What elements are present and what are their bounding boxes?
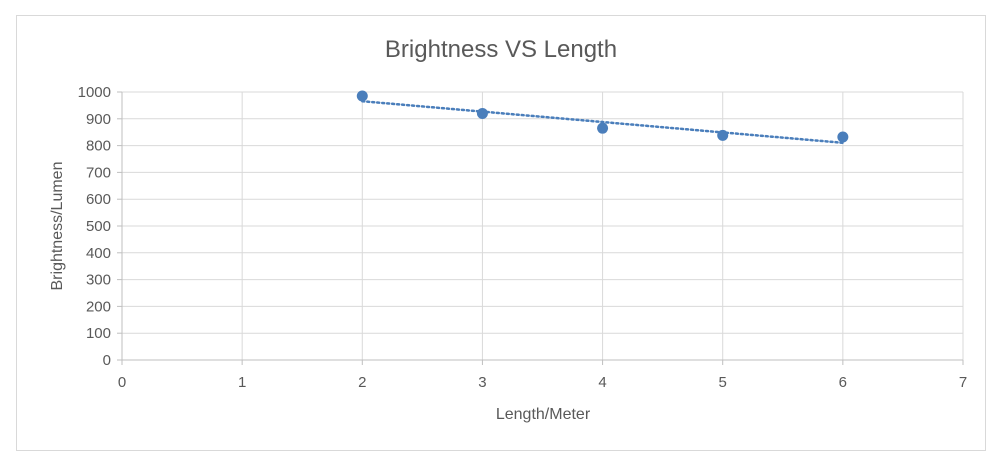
x-tick-labels: 0 1 2 3 4 5 6 7 — [118, 374, 967, 391]
x-tick-label: 7 — [959, 374, 967, 391]
y-tick-label: 400 — [86, 245, 111, 262]
x-tick-label: 5 — [719, 374, 727, 391]
y-tick-label: 300 — [86, 272, 111, 289]
x-tick-label: 1 — [238, 374, 246, 391]
data-point — [597, 122, 609, 134]
data-points — [356, 90, 849, 143]
x-tick-label: 0 — [118, 374, 126, 391]
y-tick-label: 900 — [86, 111, 111, 128]
trendline — [361, 99, 845, 145]
x-tick-label: 6 — [839, 374, 847, 391]
x-tick-label: 3 — [478, 374, 486, 391]
grid — [117, 91, 964, 365]
data-point — [717, 129, 729, 141]
x-tick-label: 4 — [598, 374, 606, 391]
y-tick-label: 0 — [103, 352, 111, 369]
chart-frame — [16, 15, 986, 451]
y-tick-label: 600 — [86, 191, 111, 208]
x-tick-label: 2 — [358, 374, 366, 391]
chart-title: Brightness VS Length — [385, 36, 617, 63]
y-tick-labels: 0 100 200 300 400 500 600 700 800 900 1000 — [78, 84, 111, 369]
trendline-layer — [361, 99, 845, 145]
data-point — [356, 90, 368, 102]
y-tick-label: 200 — [86, 298, 111, 315]
data-point — [837, 131, 849, 143]
y-tick-label: 100 — [86, 325, 111, 342]
y-tick-label: 700 — [86, 164, 111, 181]
x-axis-label: Length/Meter — [496, 406, 591, 423]
y-tick-label: 1000 — [78, 84, 111, 101]
y-axis-label: Brightness/Lumen — [49, 162, 66, 291]
y-tick-label: 500 — [86, 218, 111, 235]
y-tick-label: 800 — [86, 138, 111, 155]
data-point — [476, 107, 488, 119]
